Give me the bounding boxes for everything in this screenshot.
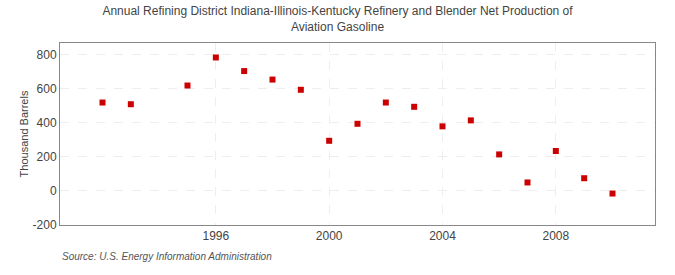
svg-text:1996: 1996 (202, 229, 229, 243)
svg-text:2008: 2008 (542, 229, 569, 243)
svg-text:Annual Refining District India: Annual Refining District Indiana-Illinoi… (102, 4, 573, 34)
svg-text:800: 800 (37, 48, 57, 62)
svg-text:-200: -200 (33, 218, 57, 232)
svg-text:Source: U.S. Energy Informatio: Source: U.S. Energy Information Administ… (62, 251, 272, 262)
svg-text:Thousand Barrels: Thousand Barrels (18, 90, 30, 177)
svg-text:200: 200 (37, 150, 57, 164)
svg-text:0: 0 (50, 184, 57, 198)
svg-text:400: 400 (37, 116, 57, 130)
svg-text:2000: 2000 (316, 229, 343, 243)
svg-text:600: 600 (37, 82, 57, 96)
svg-text:2004: 2004 (429, 229, 456, 243)
